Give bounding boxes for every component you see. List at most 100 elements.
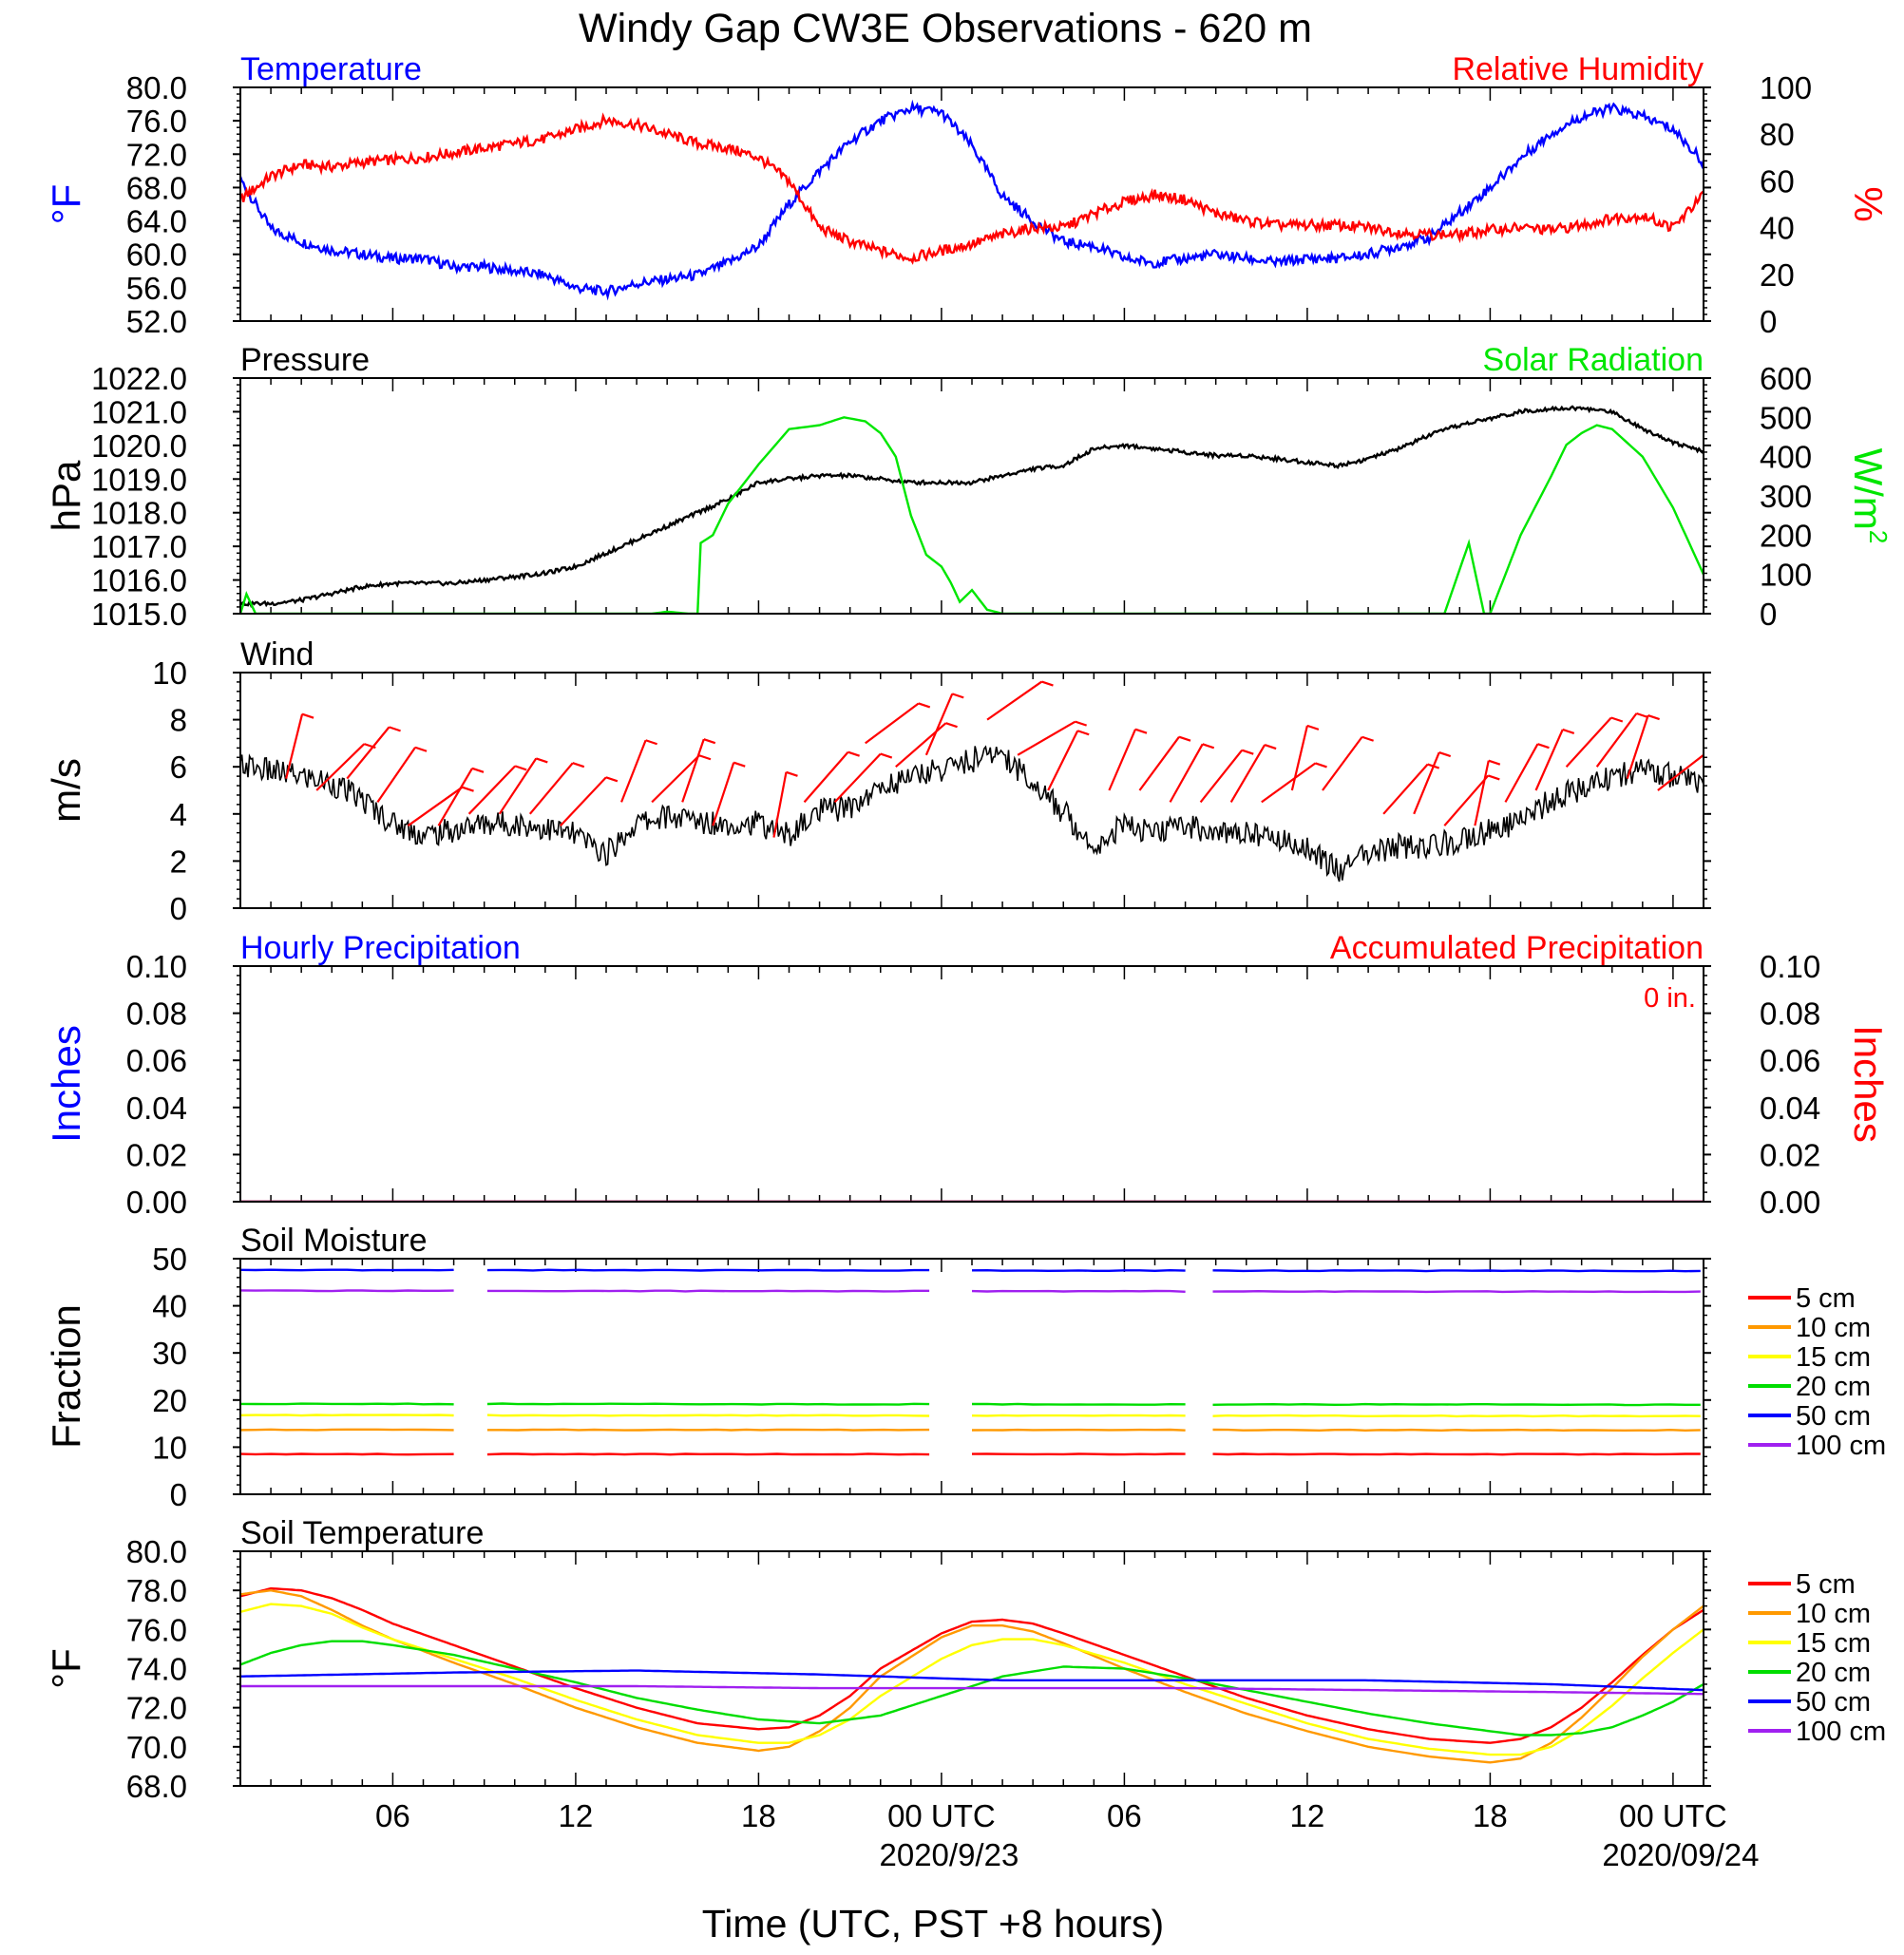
wind-barb-flag	[1562, 728, 1575, 734]
wind-barb	[1534, 728, 1575, 791]
y-tick-label-left: 0.08	[126, 996, 187, 1032]
series-line-100-cm	[486, 1289, 930, 1293]
panel-title-right: Solar Radiation	[1483, 342, 1704, 378]
series-line-20-cm	[486, 1402, 930, 1406]
wind-barb	[1229, 743, 1277, 803]
y-axis-label-right-sup: 2	[1864, 530, 1893, 543]
legend-label: 20 cm	[1796, 1372, 1871, 1402]
wind-barb-flag	[471, 767, 485, 773]
x-tick-label: 06	[375, 1798, 410, 1833]
y-tick-label-right: 20	[1760, 257, 1795, 293]
x-date-label: 2020/09/24	[1602, 1837, 1759, 1872]
panel-frame	[239, 965, 1704, 1203]
series-line-20-cm	[971, 1402, 1186, 1406]
y-tick-label-left: 52.0	[126, 304, 187, 339]
panel-soil_temp: 80.0 78.0 76.0 74.0 72.0 70.0 68.0 Soil Tempera…	[44, 1515, 1886, 1804]
wind-barb-staff	[1382, 763, 1429, 815]
wind-barb-staff	[1108, 729, 1137, 791]
wind-barb-flag	[945, 722, 958, 729]
wind-barb-staff	[1017, 720, 1076, 756]
y-axis-label-right-text: W/m	[1846, 448, 1891, 530]
panel-temp_rh: 80.076.072.068.064.060.056.052.0 100 80 60 4…	[44, 51, 1891, 339]
panel-frame	[239, 1258, 1704, 1495]
y-tick-label-right: 0.08	[1760, 996, 1820, 1032]
y-tick-label-left: 70.0	[126, 1730, 187, 1765]
panel-pressure_solar: 1022.01021.01020.01019.01018.01017.01016…	[44, 342, 1893, 632]
wind-barb-staff	[407, 786, 464, 827]
wind-barb-flag	[880, 752, 893, 759]
wind-barb-flag	[847, 750, 860, 757]
wind-barb	[1108, 728, 1148, 791]
y-tick-label-right: 0	[1760, 597, 1777, 632]
series-line-15-cm	[971, 1414, 1186, 1417]
y-tick-label-left: 56.0	[126, 271, 187, 306]
wind-barb-staff	[528, 762, 574, 815]
main-title: Windy Gap CW3E Observations - 620 m	[579, 6, 1312, 51]
y-tick-label-left: 0	[170, 1477, 187, 1512]
series-line-5-cm	[1212, 1452, 1701, 1456]
wind-barb-staff	[376, 747, 416, 804]
series-line-50-cm	[486, 1268, 930, 1272]
wind-barb-flag	[1041, 680, 1054, 687]
wind-barb-flag	[1264, 743, 1277, 750]
legend-label: 10 cm	[1796, 1313, 1871, 1343]
wind-barb	[1565, 716, 1624, 768]
wind-barb-flag	[514, 765, 527, 771]
y-tick-label-left: 1019.0	[91, 462, 187, 497]
wind-barb-flag	[1178, 735, 1191, 742]
y-tick-label-left: 4	[170, 797, 187, 832]
y-axis-label-left: °F	[44, 184, 88, 224]
wind-barb-flag	[1610, 716, 1624, 723]
y-tick-label-left: 78.0	[126, 1573, 187, 1608]
wind-barb-flag	[1710, 750, 1722, 753]
wind-barb-staff	[560, 776, 607, 826]
wind-barb	[285, 712, 314, 779]
panel-wind: 10 8 6 4 2 0 Wind m/s	[44, 636, 1722, 926]
wind-barb	[1474, 759, 1501, 826]
wind-barb	[865, 702, 931, 745]
wind-barb	[772, 770, 798, 838]
legend-label: 5 cm	[1796, 1569, 1856, 1600]
y-tick-label-right: 0.02	[1760, 1137, 1820, 1172]
y-tick-label-left: 0.04	[126, 1091, 187, 1126]
series-line-50-cm	[971, 1268, 1186, 1273]
wind-barb-staff	[1199, 749, 1244, 804]
y-tick-label-left: 1016.0	[91, 563, 187, 598]
wind-barb-flag	[301, 712, 314, 719]
series-line-5-cm	[240, 1452, 454, 1456]
y-axis-label-left: hPa	[44, 460, 88, 531]
plot-area	[240, 1268, 1701, 1456]
legend-label: 100 cm	[1796, 1717, 1886, 1747]
y-tick-label-left: 76.0	[126, 104, 187, 139]
y-tick-label-left: 0.10	[126, 949, 187, 984]
wind-barb-flag	[951, 693, 964, 699]
x-axis-label: Time (UTC, PST +8 hours)	[702, 1902, 1164, 1946]
y-tick-label-right: 600	[1760, 361, 1812, 396]
wind-barb-flag	[918, 702, 931, 709]
series-line-10-cm	[486, 1428, 930, 1432]
wind-barb-staff	[1595, 712, 1638, 768]
wind-barb-flag	[1306, 724, 1320, 731]
wind-barb-staff	[1290, 725, 1308, 791]
y-tick-label-left: 30	[152, 1336, 187, 1371]
series-line-15-cm	[1212, 1414, 1701, 1418]
wind-barb-flag	[703, 738, 716, 745]
wind-barb	[803, 750, 860, 804]
series-line-20-cm	[240, 1640, 1704, 1737]
wind-barb-flag	[1636, 712, 1648, 719]
wind-barb	[1413, 750, 1452, 815]
wind-barb-staff	[1047, 730, 1079, 791]
y-tick-label-right: 0.00	[1760, 1185, 1820, 1220]
wind-barb	[1322, 735, 1374, 791]
y-axis-label-left: Fraction	[44, 1304, 88, 1449]
wind-barb-flag	[1537, 743, 1550, 750]
y-axis-label-right: W/m2	[1846, 448, 1893, 544]
y-tick-label-left: 1022.0	[91, 361, 187, 396]
wind-barb-flag	[1202, 743, 1215, 750]
wind-barb	[1290, 724, 1320, 791]
legend-label: 15 cm	[1796, 1628, 1871, 1659]
panel-precip: 0.10 0.08 0.06 0.04 0.02 0.00 0.10 0.08 0.06 0.04…	[44, 930, 1891, 1220]
x-tick-label: 12	[559, 1798, 594, 1833]
